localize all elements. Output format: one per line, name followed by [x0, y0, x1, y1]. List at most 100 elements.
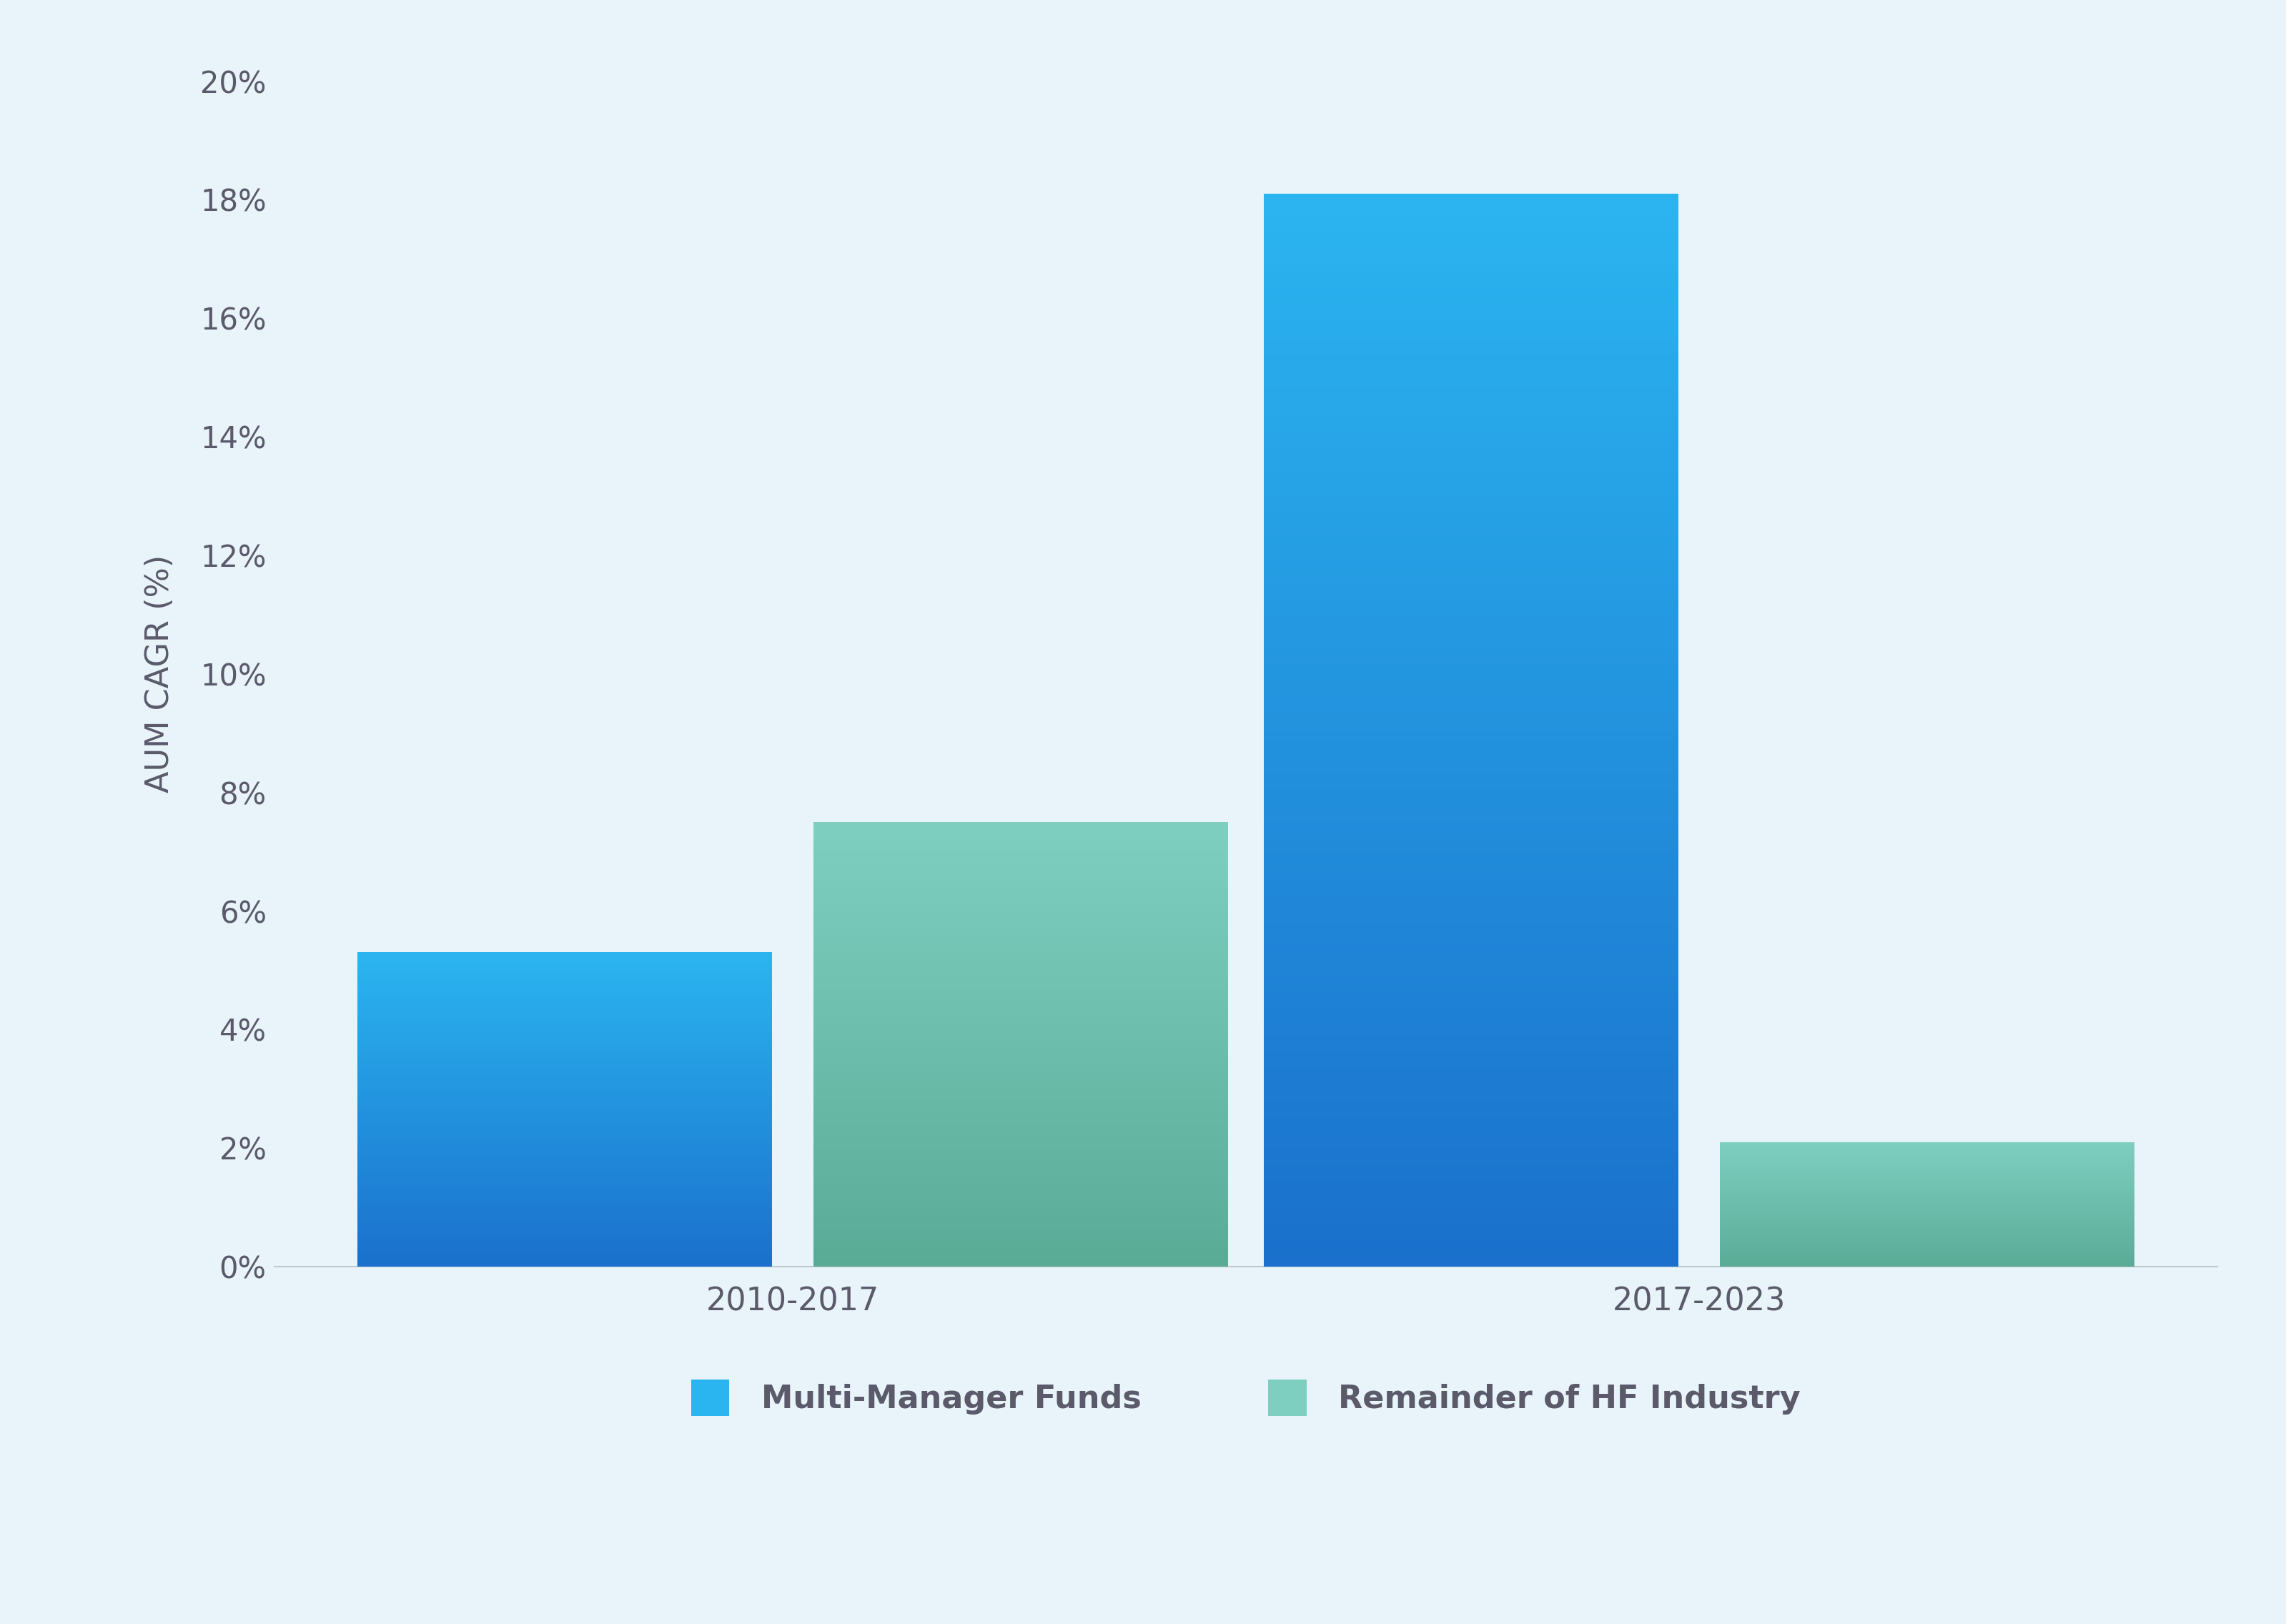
Bar	[1264, 650, 1678, 654]
Bar	[357, 960, 773, 961]
Bar	[1264, 966, 1678, 971]
Bar	[357, 1013, 773, 1015]
Bar	[1264, 1148, 1678, 1155]
Bar	[357, 1143, 773, 1147]
Bar	[1264, 1192, 1678, 1197]
Bar	[357, 1023, 773, 1025]
Bar	[1264, 978, 1678, 983]
Bar	[1264, 547, 1678, 554]
Bar	[814, 1007, 1228, 1009]
Bar	[814, 1181, 1228, 1182]
Bar	[1264, 955, 1678, 961]
Bar	[814, 827, 1228, 828]
Bar	[814, 1260, 1228, 1262]
Bar	[357, 1052, 773, 1054]
Bar	[1264, 1073, 1678, 1078]
Bar	[1264, 193, 1678, 200]
Bar	[814, 911, 1228, 913]
Bar	[1264, 628, 1678, 633]
Bar	[814, 1140, 1228, 1142]
Bar	[1264, 806, 1678, 810]
Bar	[814, 1028, 1228, 1031]
Bar	[357, 1199, 773, 1200]
Bar	[1264, 370, 1678, 377]
Bar	[357, 1083, 773, 1085]
Bar	[814, 1250, 1228, 1254]
Bar	[357, 1103, 773, 1104]
Bar	[1264, 999, 1678, 1004]
Bar	[814, 874, 1228, 875]
Bar	[814, 965, 1228, 966]
Bar	[357, 1082, 773, 1083]
Bar	[357, 1046, 773, 1047]
Bar	[814, 1155, 1228, 1158]
Bar	[357, 1108, 773, 1109]
Bar	[357, 1221, 773, 1223]
Bar	[814, 953, 1228, 955]
Bar	[357, 1093, 773, 1095]
Bar	[814, 1151, 1228, 1153]
Bar	[814, 1046, 1228, 1049]
Bar	[357, 1101, 773, 1103]
Bar	[357, 1033, 773, 1034]
Bar	[814, 1093, 1228, 1096]
Bar	[1264, 477, 1678, 484]
Bar	[1264, 1239, 1678, 1246]
Bar	[357, 1056, 773, 1057]
Bar	[357, 973, 773, 974]
Bar	[1264, 1229, 1678, 1234]
Bar	[357, 1207, 773, 1208]
Bar	[1264, 1015, 1678, 1020]
Bar	[1264, 1116, 1678, 1122]
Bar	[357, 1009, 773, 1010]
Bar	[357, 953, 773, 955]
Bar	[1264, 924, 1678, 929]
Bar	[814, 1207, 1228, 1208]
Bar	[1264, 591, 1678, 596]
Bar	[1264, 1069, 1678, 1073]
Bar	[814, 877, 1228, 880]
Bar	[814, 1018, 1228, 1020]
Bar	[357, 992, 773, 994]
Bar	[814, 924, 1228, 927]
Bar	[357, 1026, 773, 1028]
Bar	[814, 1099, 1228, 1103]
Bar	[1264, 987, 1678, 994]
Bar	[357, 1194, 773, 1195]
Bar	[1264, 338, 1678, 344]
Bar	[814, 859, 1228, 862]
Bar	[1264, 1090, 1678, 1095]
Bar	[357, 1155, 773, 1156]
Bar	[814, 929, 1228, 931]
Bar	[357, 1215, 773, 1216]
Bar	[357, 1169, 773, 1171]
Bar	[814, 961, 1228, 965]
Bar	[1264, 300, 1678, 307]
Bar	[814, 898, 1228, 900]
Bar	[357, 1182, 773, 1184]
Bar	[814, 870, 1228, 874]
Bar	[1264, 279, 1678, 286]
Bar	[1264, 784, 1678, 789]
Bar	[357, 1121, 773, 1122]
Bar	[1264, 983, 1678, 987]
Bar	[1264, 854, 1678, 859]
Bar	[814, 1051, 1228, 1054]
Bar	[1264, 810, 1678, 817]
Bar	[814, 1242, 1228, 1244]
Bar	[357, 1177, 773, 1179]
Bar	[814, 1182, 1228, 1184]
Bar	[357, 1132, 773, 1134]
Bar	[357, 1190, 773, 1192]
Bar	[814, 1112, 1228, 1116]
Bar	[814, 862, 1228, 864]
Bar	[1264, 468, 1678, 473]
Bar	[1264, 880, 1678, 885]
Bar	[1264, 950, 1678, 955]
Bar	[1264, 361, 1678, 365]
Bar	[1264, 715, 1678, 719]
Bar	[357, 1047, 773, 1049]
Bar	[1264, 1009, 1678, 1015]
Bar	[1264, 624, 1678, 628]
Bar	[357, 1085, 773, 1086]
